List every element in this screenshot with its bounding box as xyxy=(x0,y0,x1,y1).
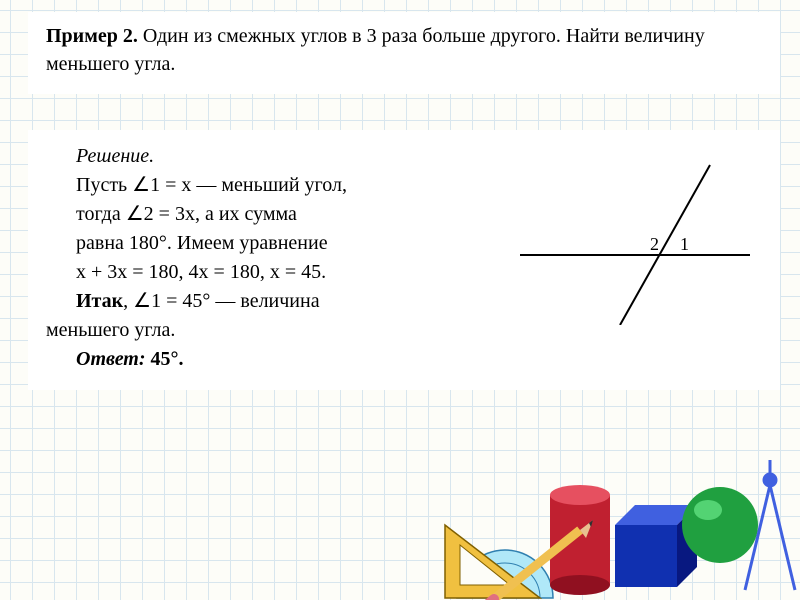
angle-label-1: 1 xyxy=(680,234,689,254)
problem-statement: Пример 2. Один из смежных углов в 3 раза… xyxy=(28,12,780,94)
bold-word: Итак xyxy=(76,290,123,312)
problem-title: Пример 2. xyxy=(46,25,138,47)
answer-line: Ответ: 45°. xyxy=(46,345,762,374)
answer-label: Ответ: xyxy=(76,348,151,370)
angle-label-2: 2 xyxy=(650,234,659,254)
answer-value: 45°. xyxy=(151,348,184,370)
angle-diagram: 2 1 xyxy=(520,155,750,325)
problem-text: Один из смежных углов в 3 раза больше др… xyxy=(46,25,705,75)
diagonal-line xyxy=(620,165,710,325)
